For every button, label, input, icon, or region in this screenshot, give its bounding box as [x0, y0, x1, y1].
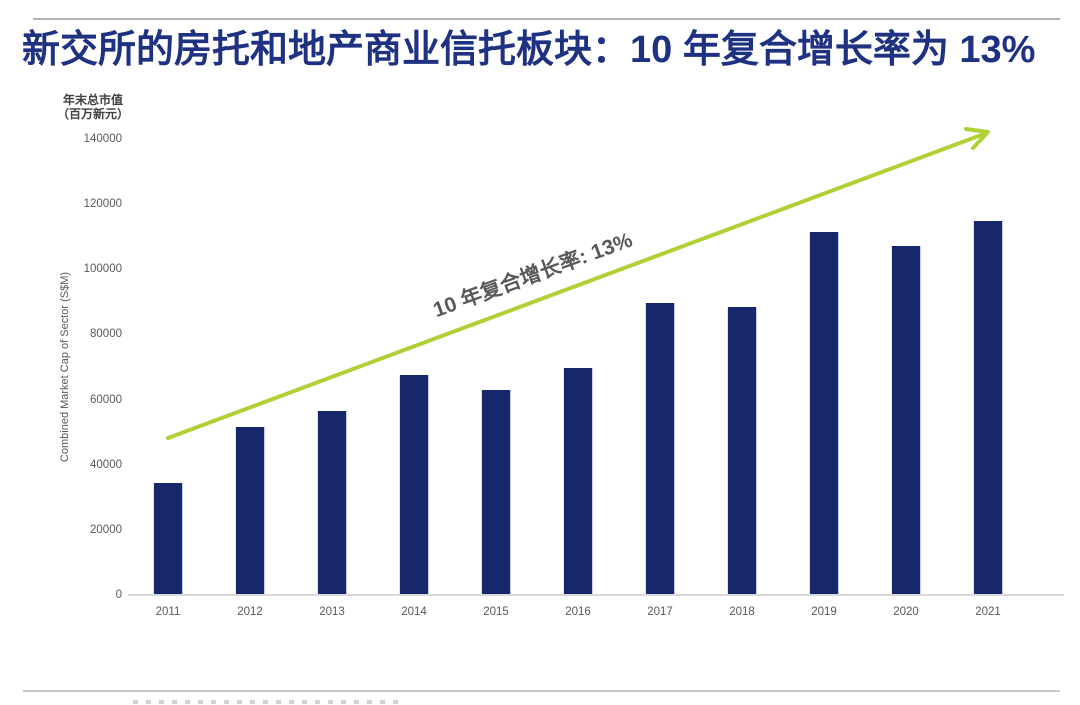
bar-2013	[318, 410, 346, 595]
bar-2017	[646, 302, 674, 595]
trend-arrow-head	[964, 127, 990, 150]
y-axis-unit-line1: 年末总市值	[62, 93, 123, 107]
x-tick-label: 2018	[729, 606, 755, 618]
x-tick-label: 2012	[237, 606, 263, 618]
cagr-annotation-text: 10 年复合增长率:	[430, 242, 596, 323]
bar-2011	[154, 482, 182, 595]
bar-2020	[892, 246, 920, 595]
bar-2018	[728, 307, 756, 595]
cagr-annotation: 10 年复合增长率: 13%	[395, 212, 670, 335]
page-title: 新交所的房托和地产商业信托板块：10 年复合增长率为 13%	[22, 29, 1036, 71]
y-tick-label: 0	[115, 589, 122, 601]
x-tick-label: 2017	[647, 606, 673, 618]
x-tick-label: 2014	[401, 606, 427, 618]
x-tick-label: 2015	[483, 606, 509, 618]
y-tick-label: 140000	[83, 133, 122, 145]
x-tick-label: 2020	[893, 606, 919, 618]
bar-2014	[400, 375, 428, 595]
x-tick-label: 2013	[319, 606, 345, 618]
y-tick-label: 80000	[90, 328, 122, 341]
bar-2012	[236, 426, 264, 595]
x-tick-label: 2016	[565, 606, 591, 618]
y-tick-label: 40000	[90, 458, 122, 471]
y-tick-label: 100000	[83, 263, 122, 276]
bar-2016	[564, 367, 592, 595]
y-axis-unit-label: 年末总市值 （百万新元）	[50, 93, 136, 121]
x-axis-line	[128, 594, 1064, 596]
x-tick-label: 2019	[811, 606, 837, 618]
bar-2021	[974, 221, 1002, 595]
x-tick-label: 2011	[155, 606, 181, 618]
y-tick-label: 20000	[90, 523, 122, 536]
y-tick-label: 120000	[83, 198, 122, 211]
y-tick-label: 60000	[90, 393, 122, 406]
bar-2019	[810, 232, 838, 595]
x-tick-label: 2021	[975, 606, 1001, 618]
footer-clipped-text	[133, 700, 405, 704]
footer-divider-line	[23, 690, 1060, 692]
bar-2015	[482, 390, 510, 595]
y-axis-unit-line2: （百万新元）	[56, 107, 129, 121]
cagr-annotation-value: 13%	[588, 228, 636, 265]
top-divider-line	[33, 18, 1060, 20]
